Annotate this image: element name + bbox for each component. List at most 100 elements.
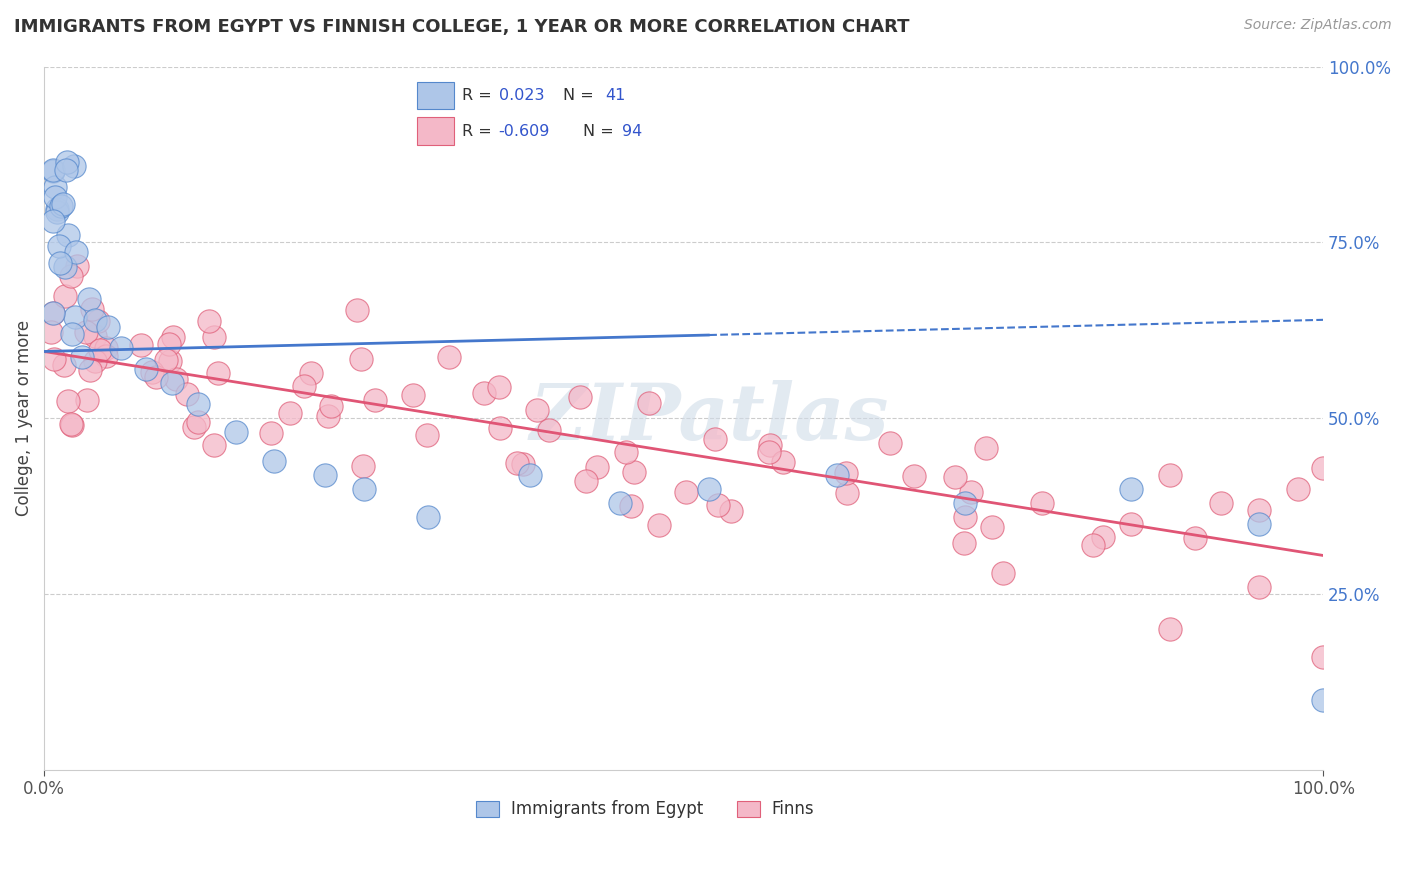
Point (48, 256, 70, 270)
Point (44, 190, 66, 204)
Point (204, 330, 226, 344)
Point (135, 362, 157, 376)
Point (1159, 623, 1181, 637)
Point (401, 387, 423, 401)
Point (48, 239, 70, 253)
Point (183, 420, 205, 434)
Point (675, 484, 697, 499)
Point (176, 386, 198, 401)
Point (165, 372, 187, 386)
Point (316, 409, 339, 424)
Point (488, 380, 510, 394)
Point (299, 366, 322, 380)
Point (187, 415, 209, 429)
Point (1249, 502, 1271, 516)
Point (84, 329, 107, 343)
Point (53, 260, 76, 274)
Point (620, 499, 643, 513)
Point (472, 385, 495, 400)
Point (84, 313, 107, 327)
Point (65, 244, 87, 259)
Point (1031, 496, 1053, 510)
Point (79, 363, 101, 377)
Point (225, 425, 247, 440)
Point (87, 314, 110, 328)
Point (155, 352, 177, 367)
Point (759, 438, 782, 452)
Text: IMMIGRANTS FROM EGYPT VS FINNISH COLLEGE, 1 YEAR OR MORE CORRELATION CHART: IMMIGRANTS FROM EGYPT VS FINNISH COLLEGE… (14, 18, 910, 36)
Point (44, 180, 66, 194)
Point (141, 365, 163, 379)
Point (59, 417, 82, 431)
Point (585, 459, 607, 474)
Point (1209, 496, 1232, 510)
Point (1249, 516, 1271, 531)
Point (52, 196, 75, 211)
Point (41, 305, 63, 319)
Point (45, 205, 67, 219)
Point (416, 428, 439, 442)
Point (77, 292, 100, 306)
Point (96, 349, 118, 363)
Point (568, 390, 591, 404)
Point (697, 482, 720, 496)
Point (363, 392, 385, 407)
Point (65, 259, 87, 273)
Point (1249, 580, 1271, 594)
Y-axis label: College, 1 year or more: College, 1 year or more (15, 320, 32, 516)
Text: ZIPatlas: ZIPatlas (530, 380, 889, 457)
Point (56, 228, 79, 243)
Point (84, 353, 107, 368)
Point (352, 458, 374, 473)
Point (60, 418, 83, 433)
Point (162, 329, 184, 343)
Point (953, 509, 976, 524)
Point (512, 457, 534, 471)
Point (825, 467, 848, 482)
Point (56, 394, 79, 409)
Point (187, 397, 209, 411)
Point (198, 314, 221, 328)
Point (526, 402, 548, 417)
Point (1312, 692, 1334, 706)
Point (720, 504, 742, 518)
Point (1286, 482, 1309, 496)
Point (953, 496, 976, 510)
Point (703, 432, 725, 446)
Point (157, 337, 180, 351)
Point (623, 465, 645, 479)
Point (758, 444, 780, 458)
Point (437, 350, 460, 364)
Point (1159, 467, 1181, 482)
Point (648, 518, 671, 533)
Point (609, 496, 631, 510)
Point (53, 358, 76, 372)
Point (260, 426, 283, 441)
Point (974, 441, 997, 455)
Point (321, 399, 343, 413)
Point (353, 482, 375, 496)
Point (76, 392, 98, 407)
Point (207, 366, 229, 380)
Point (959, 484, 981, 499)
Point (97, 319, 120, 334)
Point (129, 338, 152, 352)
Point (349, 352, 371, 367)
Point (1092, 530, 1115, 544)
Point (51, 199, 73, 213)
Point (42, 352, 65, 367)
Point (89, 343, 111, 358)
Point (70, 350, 93, 364)
Point (263, 453, 285, 467)
Point (80, 301, 103, 316)
Legend: Immigrants from Egypt, Finns: Immigrants from Egypt, Finns (470, 794, 821, 825)
Point (62, 159, 84, 173)
Point (202, 437, 225, 451)
Point (519, 467, 541, 482)
Point (94, 341, 117, 355)
Point (1312, 460, 1334, 475)
Point (39, 325, 62, 339)
Point (65, 310, 87, 324)
Point (637, 396, 659, 410)
Point (706, 498, 728, 512)
